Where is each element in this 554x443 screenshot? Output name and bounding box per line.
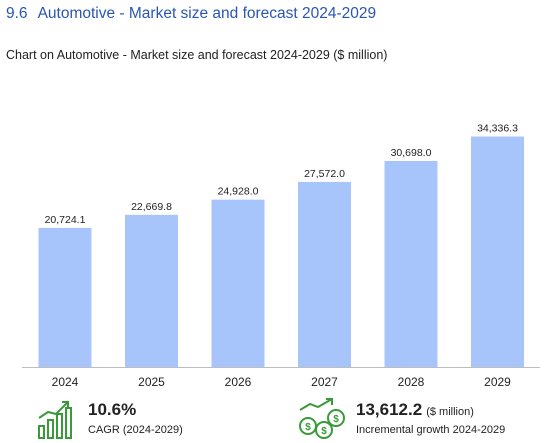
x-tick-label-2025: 2025 (138, 375, 165, 389)
chart-title: Chart on Automotive - Market size and fo… (6, 48, 388, 62)
svg-text:$: $ (321, 426, 327, 437)
data-label-2027: 27,572.0 (304, 168, 345, 180)
x-tick-label-2029: 2029 (484, 375, 511, 389)
section-number: 9.6 (6, 5, 28, 22)
growth-chart-icon (38, 401, 72, 439)
bar-2024 (38, 227, 92, 367)
incremental-unit: ($ million) (426, 406, 474, 418)
bar-2026 (211, 199, 265, 367)
x-tick-label-2026: 2026 (225, 375, 252, 389)
data-label-2025: 22,669.8 (131, 201, 172, 213)
section-heading: 9.6 Automotive - Market size and forecast… (6, 5, 376, 23)
x-tick-label-2024: 2024 (52, 375, 79, 389)
data-label-2028: 30,698.0 (391, 147, 432, 159)
bar-2027 (298, 181, 351, 367)
data-label-2029: 34,336.3 (477, 123, 518, 135)
bar-chart: 20,724.1 2024 22,669.8 2025 24,928.0 2026 27,5… (22, 123, 540, 389)
bar-2025 (125, 214, 178, 367)
x-tick-label-2028: 2028 (398, 375, 425, 389)
data-label-2024: 20,724.1 (45, 214, 86, 226)
svg-text:$: $ (305, 422, 311, 433)
x-tick-label-2027: 2027 (311, 375, 338, 389)
incremental-value: 13,612.2 (356, 400, 423, 419)
section-title: Automotive - Market size and forecast 20… (37, 5, 377, 22)
money-growth-icon: $ $ $ (299, 398, 345, 439)
svg-text:$: $ (333, 414, 339, 425)
cagr-value: 10.6% (88, 400, 137, 419)
incremental-stat: 13,612.2 ($ million) Incremental growth 2… (356, 400, 505, 436)
cagr-label: CAGR (2024-2029) (88, 424, 183, 436)
cagr-stat: 10.6% CAGR (2024-2029) (88, 400, 183, 436)
bar-2028 (384, 160, 438, 367)
incremental-label: Incremental growth 2024-2029 (356, 424, 506, 436)
data-label-2026: 24,928.0 (218, 186, 259, 198)
bar-2029 (471, 136, 524, 367)
